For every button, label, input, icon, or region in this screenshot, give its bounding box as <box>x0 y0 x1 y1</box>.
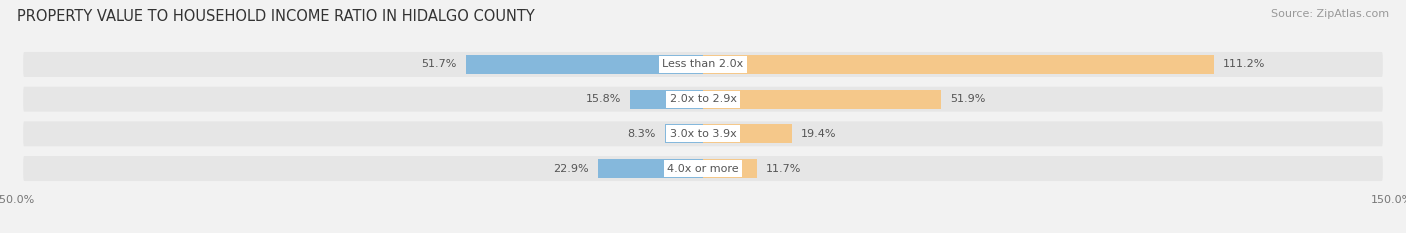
Text: Less than 2.0x: Less than 2.0x <box>662 59 744 69</box>
Text: 2.0x to 2.9x: 2.0x to 2.9x <box>669 94 737 104</box>
Bar <box>703 159 756 178</box>
FancyBboxPatch shape <box>24 87 1382 112</box>
FancyBboxPatch shape <box>24 52 1382 77</box>
Text: 11.7%: 11.7% <box>766 164 801 174</box>
Text: 51.9%: 51.9% <box>950 94 986 104</box>
Text: 51.7%: 51.7% <box>420 59 457 69</box>
Text: 22.9%: 22.9% <box>553 164 589 174</box>
FancyBboxPatch shape <box>24 156 1382 181</box>
Text: 15.8%: 15.8% <box>586 94 621 104</box>
Text: 4.0x or more: 4.0x or more <box>668 164 738 174</box>
Text: 3.0x to 3.9x: 3.0x to 3.9x <box>669 129 737 139</box>
Text: 8.3%: 8.3% <box>627 129 655 139</box>
Bar <box>665 124 703 143</box>
Text: 111.2%: 111.2% <box>1223 59 1265 69</box>
Bar <box>703 124 792 143</box>
Bar <box>630 90 703 109</box>
Bar <box>598 159 703 178</box>
Text: Source: ZipAtlas.com: Source: ZipAtlas.com <box>1271 9 1389 19</box>
Bar <box>703 90 942 109</box>
Bar <box>703 55 1213 74</box>
Text: 19.4%: 19.4% <box>801 129 837 139</box>
Text: PROPERTY VALUE TO HOUSEHOLD INCOME RATIO IN HIDALGO COUNTY: PROPERTY VALUE TO HOUSEHOLD INCOME RATIO… <box>17 9 534 24</box>
FancyBboxPatch shape <box>24 121 1382 146</box>
Bar <box>465 55 703 74</box>
